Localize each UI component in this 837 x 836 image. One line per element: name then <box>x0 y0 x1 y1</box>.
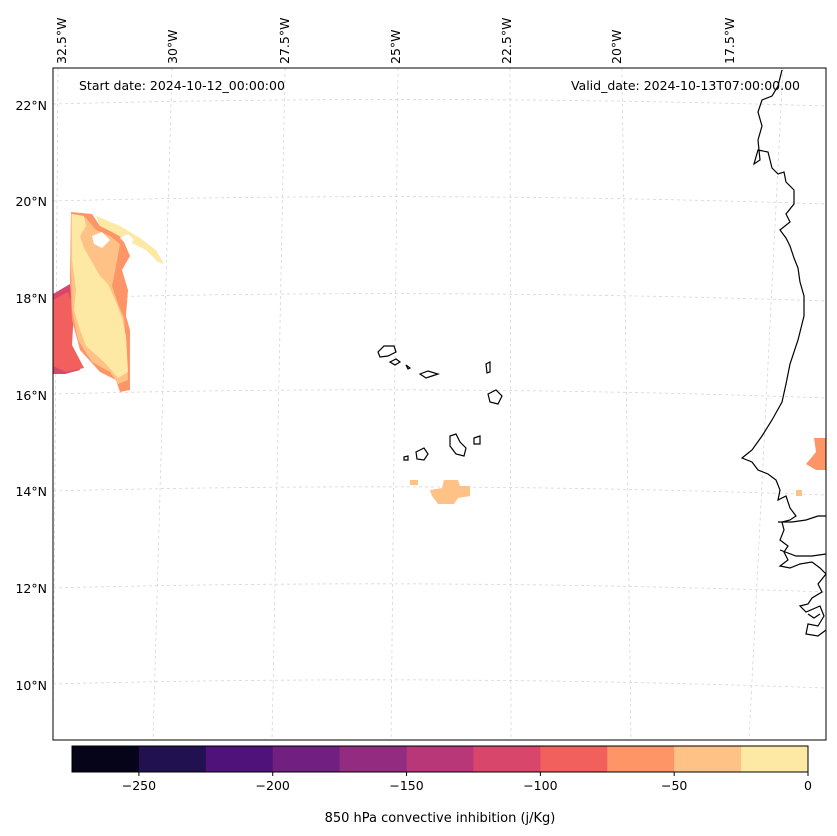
start-date-label: Start date: 2024-10-12_00:00:00 <box>79 78 285 93</box>
latitude-labels: 22°N 20°N 18°N 16°N 14°N 12°N 10°N <box>15 98 47 693</box>
lon-label-27-5w: 27.5°W <box>277 18 292 64</box>
colorbar-ticks: −250 −200 −150 −100 −50 0 <box>122 772 812 793</box>
meridian-17-5w <box>748 67 784 741</box>
casamance-coast <box>779 549 827 557</box>
cin-region-west-core <box>72 214 128 378</box>
parallel-10n <box>52 679 827 689</box>
colorbar-tick-label: 0 <box>804 778 812 793</box>
map-frame <box>52 67 827 741</box>
graticule <box>52 67 827 741</box>
cin-region-coast-small <box>796 490 802 496</box>
colorbar-frame <box>71 745 809 773</box>
island-santa-luzia <box>405 364 412 370</box>
colorbar-swatch <box>540 746 608 772</box>
meridian-25w <box>390 67 399 741</box>
lat-label-20n: 20°N <box>15 194 47 209</box>
valid-date-label: Valid_date: 2024-10-13T07:00:00.00 <box>571 78 800 93</box>
colorbar-swatch <box>406 746 474 772</box>
colorbar-swatch <box>741 746 809 772</box>
lat-label-16n: 16°N <box>15 388 47 403</box>
island-santiago <box>449 433 467 457</box>
parallel-18n <box>52 293 827 302</box>
colorbar-tick-label: −50 <box>661 778 687 793</box>
parallel-14n <box>52 486 827 496</box>
lon-label-30w: 30°W <box>165 29 180 64</box>
lat-label-14n: 14°N <box>15 484 47 499</box>
meridian-22-5w <box>509 67 512 741</box>
meridian-30w <box>152 67 173 741</box>
cin-region-south-cv-small <box>410 480 418 485</box>
colorbar-swatch <box>674 746 742 772</box>
cin-region-west-mid <box>53 292 84 372</box>
cin-hole-2 <box>120 234 134 246</box>
colorbar-tick-label: −150 <box>389 778 423 793</box>
colorbar-swatch <box>339 746 408 772</box>
lon-label-17-5w: 17.5°W <box>722 18 737 64</box>
parallel-22n <box>52 99 827 107</box>
island-sao-vicente <box>388 358 402 366</box>
island-fogo <box>415 447 429 461</box>
island-boa-vista <box>487 389 503 405</box>
meridian-32-5w <box>52 67 59 741</box>
colorbar-swatch <box>607 746 675 772</box>
parallel-16n <box>52 389 827 399</box>
lat-label-10n: 10°N <box>15 678 47 693</box>
colorbar-swatch <box>473 746 541 772</box>
meridian-20w <box>621 67 632 741</box>
colorbar-swatch <box>138 746 207 772</box>
cin-hole-1 <box>92 232 110 248</box>
island-sao-nicolau <box>418 370 440 379</box>
island-santo-antao <box>377 345 397 358</box>
lon-label-32-5w: 32.5°W <box>54 18 69 64</box>
lon-label-25w: 25°W <box>388 29 403 64</box>
africa-coastline <box>740 69 827 637</box>
coastlines <box>740 69 827 637</box>
lat-label-12n: 12°N <box>15 581 47 596</box>
coast-inlet-1 <box>807 613 821 619</box>
colorbar-tick-label: −200 <box>256 778 290 793</box>
meridian-27-5w <box>271 67 286 741</box>
cin-region-coast-east <box>806 438 826 470</box>
cin-region-south-cv <box>430 480 470 504</box>
longitude-labels: 32.5°W 30°W 27.5°W 25°W 22.5°W 20°W 17.5… <box>54 18 737 64</box>
colorbar-swatch <box>272 746 341 772</box>
colorbar-swatch <box>205 746 274 772</box>
lon-label-22-5w: 22.5°W <box>499 18 514 64</box>
gambia-river <box>778 515 826 523</box>
island-maio <box>473 435 481 445</box>
colorbar-swatch <box>72 746 140 772</box>
colorbar: −250 −200 −150 −100 −50 0 850 hPa convective … <box>71 745 812 826</box>
colorbar-tick-label: −250 <box>122 778 156 793</box>
parallel-20n <box>52 196 827 205</box>
colorbar-swatches <box>72 746 809 772</box>
cape-verde-islands <box>377 345 503 461</box>
lat-label-22n: 22°N <box>15 98 47 113</box>
colorbar-tick-label: −100 <box>523 778 557 793</box>
island-sal <box>485 361 491 374</box>
cin-contours <box>53 212 826 504</box>
island-brava <box>403 455 409 461</box>
lon-label-20w: 20°W <box>609 29 624 64</box>
lat-label-18n: 18°N <box>15 291 47 306</box>
colorbar-title: 850 hPa convective inhibition (j/Kg) <box>325 811 556 826</box>
parallel-12n <box>52 583 827 593</box>
